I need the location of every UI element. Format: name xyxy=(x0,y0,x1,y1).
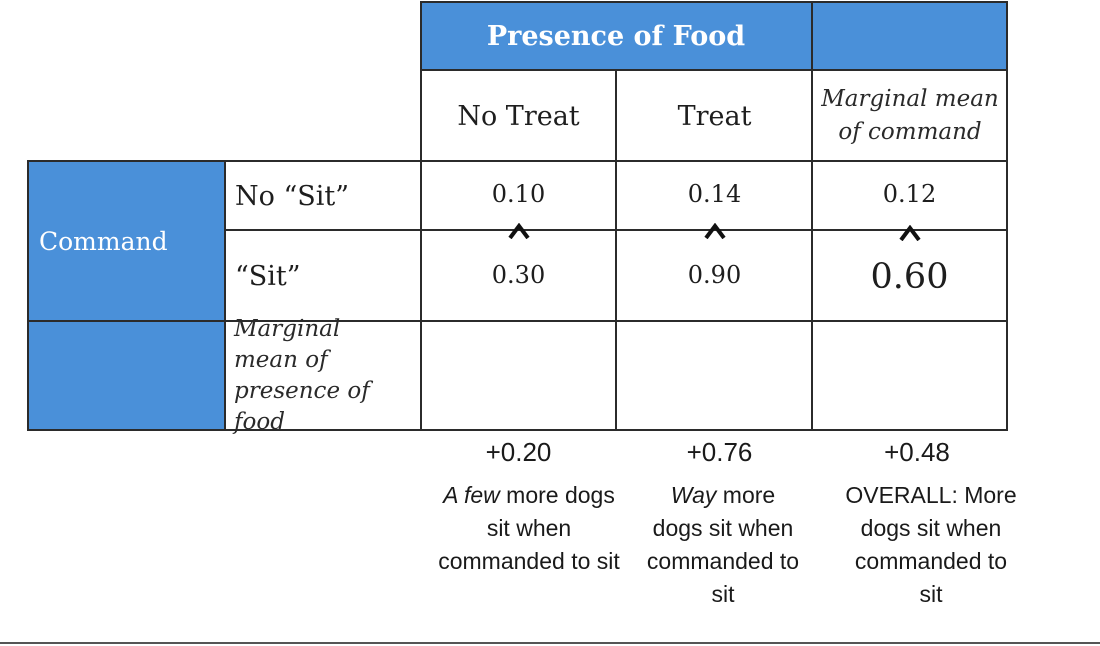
note-no-treat-emphasis: A few xyxy=(443,482,500,508)
value-sit-marginal: 0.60 xyxy=(870,257,949,297)
presence-of-food-header: Presence of Food xyxy=(421,2,811,70)
difference-no-treat: +0.20 xyxy=(485,437,552,467)
header-blank-cell xyxy=(812,2,1007,70)
grid-line-sit-bottom xyxy=(27,320,1008,322)
cell-sit-no-treat: 0.30 xyxy=(421,247,616,303)
grid-line-col2-right xyxy=(811,1,813,431)
grid-line-label-divider xyxy=(224,160,226,431)
grid-line-table-bottom xyxy=(27,429,1008,431)
grid-line-columns-bottom xyxy=(27,160,1008,162)
grid-line-top xyxy=(420,1,1008,3)
difference-treat: +0.76 xyxy=(686,437,753,467)
note-no-treat-text: more dogs sit when commanded to sit xyxy=(438,482,620,574)
comparison-caret-marginal xyxy=(899,225,921,241)
cell-no-sit-marginal: 0.12 xyxy=(812,166,1007,222)
grid-line-right-outer xyxy=(1006,1,1008,431)
column-header-marginal: Marginal mean of command xyxy=(815,71,1005,161)
cell-sit-marginal: 0.60 xyxy=(812,247,1007,307)
cell-no-sit-treat: 0.14 xyxy=(617,166,812,222)
column-header-treat: Treat xyxy=(617,71,812,161)
grid-line-header-bottom xyxy=(420,69,1008,71)
note-marginal: OVERALL: More dogs sit when commanded to… xyxy=(842,479,1020,611)
row-label-no-sit: No “Sit” xyxy=(225,162,420,230)
note-marginal-text: OVERALL: More dogs sit when commanded to… xyxy=(845,482,1017,607)
value-no-sit-marginal: 0.12 xyxy=(882,180,937,208)
sit-label: “Sit” xyxy=(235,260,301,292)
note-treat: Way more dogs sit when commanded to sit xyxy=(643,479,803,611)
treat-label: Treat xyxy=(677,100,752,132)
marginal-mean-of-command-label: Marginal mean of command xyxy=(821,86,999,145)
value-no-sit-treat: 0.14 xyxy=(687,180,742,208)
cell-no-sit-no-treat: 0.10 xyxy=(421,166,616,222)
no-sit-label: No “Sit” xyxy=(235,180,350,212)
row-label-sit: “Sit” xyxy=(225,231,420,321)
comparison-caret-treat xyxy=(704,223,726,239)
cell-sit-treat: 0.90 xyxy=(617,247,812,303)
grid-line-col1-right xyxy=(615,69,617,431)
command-header: Command xyxy=(28,162,224,321)
marginal-row-blank-cell xyxy=(28,322,224,430)
no-treat-label: No Treat xyxy=(457,100,580,132)
note-treat-text: more dogs sit when commanded to sit xyxy=(646,482,800,607)
marginal-mean-of-presence-of-food-label: Marginal mean of presence of food xyxy=(234,316,370,435)
value-sit-no-treat: 0.30 xyxy=(491,261,546,289)
difference-marginal: +0.48 xyxy=(884,437,950,467)
command-label: Command xyxy=(39,227,168,256)
note-treat-emphasis: Way xyxy=(670,482,717,508)
page-bottom-rule xyxy=(0,642,1100,644)
presence-of-food-label: Presence of Food xyxy=(486,20,746,52)
value-sit-treat: 0.90 xyxy=(687,261,742,289)
grid-line-left-outer xyxy=(27,160,29,431)
row-label-marginal: Marginal mean of presence of food xyxy=(225,316,420,435)
grid-line-data-left xyxy=(420,1,422,431)
column-header-no-treat: No Treat xyxy=(421,71,616,161)
comparison-caret-no-treat xyxy=(508,223,530,239)
note-no-treat: A few more dogs sit when commanded to si… xyxy=(438,479,620,578)
value-no-sit-no-treat: 0.10 xyxy=(491,180,546,208)
